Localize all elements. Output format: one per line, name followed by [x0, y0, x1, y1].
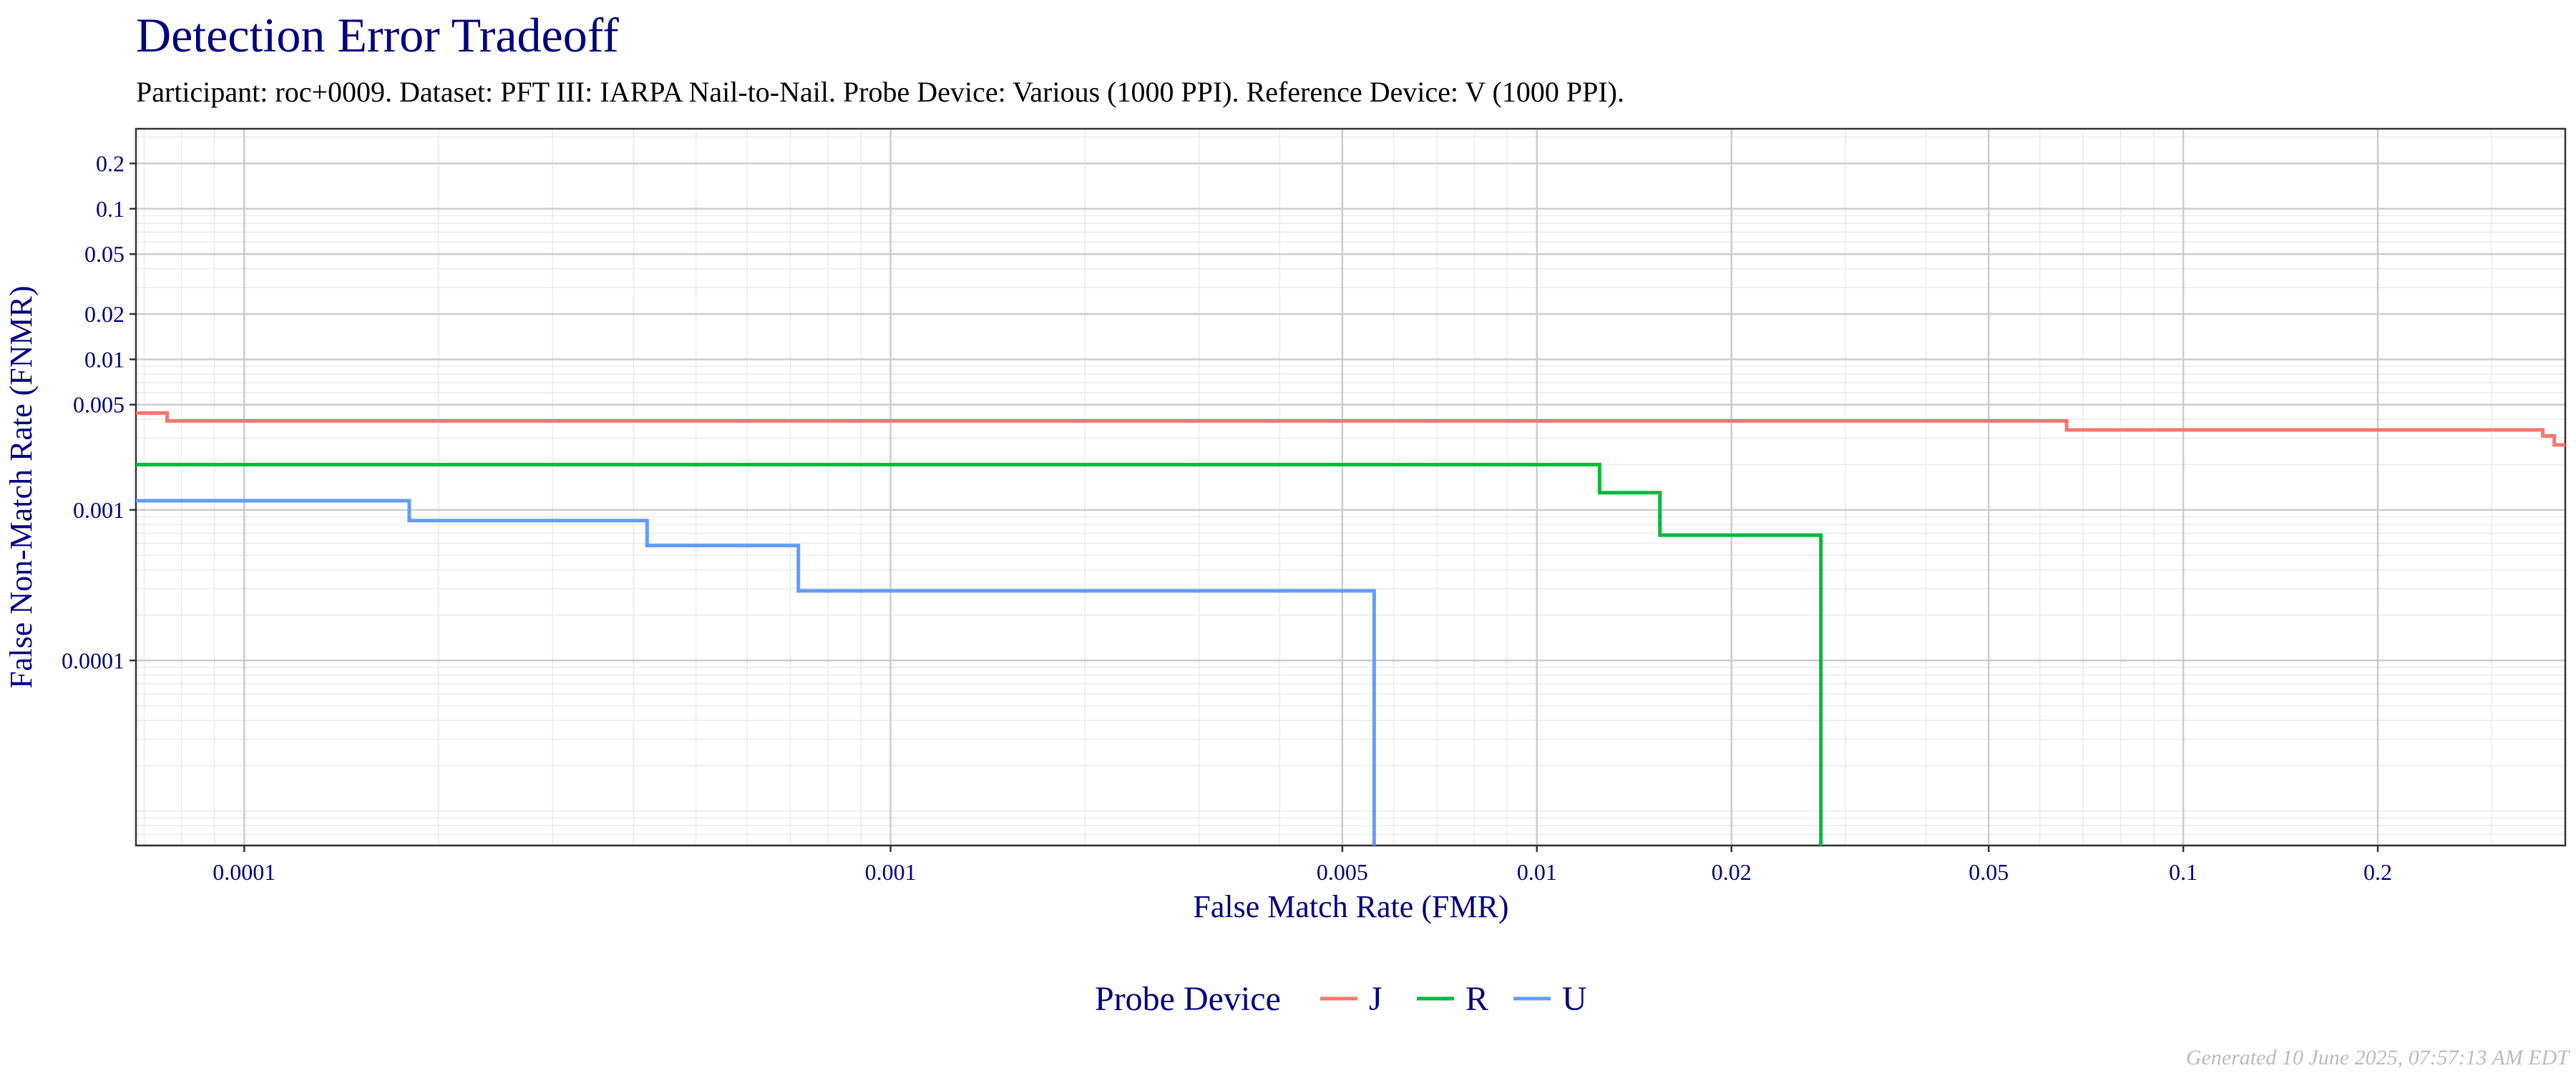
y-tick-label: 0.001 — [73, 497, 125, 523]
chart-subtitle: Participant: roc+0009. Dataset: PFT III:… — [136, 76, 1624, 108]
x-tick-label: 0.2 — [2363, 859, 2392, 885]
plot-panel-border — [135, 127, 2567, 847]
y-tick-label: 0.005 — [73, 392, 125, 418]
generated-timestamp: Generated 10 June 2025, 07:57:13 AM EDT — [2186, 1046, 2570, 1069]
x-tick-label: 0.001 — [865, 859, 917, 885]
y-tick-label: 0.2 — [96, 151, 125, 177]
y-tick-label: 0.01 — [84, 346, 125, 372]
legend-label-j: J — [1369, 980, 1382, 1018]
grid — [136, 129, 2565, 846]
series-line-j — [136, 411, 2565, 447]
y-axis-ticks: 0.0001 0.001 0.005 0.01 0.02 0.05 0.1 0.2 — [62, 151, 136, 673]
series-lines — [136, 411, 2565, 846]
x-tick-label: 0.1 — [2169, 859, 2197, 885]
legend: Probe Device J R U — [1095, 980, 1587, 1018]
legend-label-r: R — [1465, 980, 1488, 1018]
x-axis-ticks: 0.0001 0.001 0.005 0.01 0.02 0.05 0.1 0.2 — [213, 846, 2392, 885]
legend-label-u: U — [1562, 980, 1587, 1018]
x-tick-label: 0.01 — [1517, 859, 1557, 885]
x-tick-label: 0.05 — [1968, 859, 2009, 885]
x-axis-label: False Match Rate (FMR) — [1193, 889, 1508, 924]
series-line-u — [136, 499, 1376, 846]
y-tick-label: 0.1 — [96, 196, 125, 222]
chart-title: Detection Error Tradeoff — [136, 8, 619, 62]
x-tick-label: 0.02 — [1712, 859, 1752, 885]
series-line-r — [136, 463, 1823, 846]
x-tick-label: 0.005 — [1317, 859, 1368, 885]
legend-title: Probe Device — [1095, 980, 1281, 1018]
y-tick-label: 0.02 — [84, 301, 125, 327]
x-tick-label: 0.0001 — [213, 859, 275, 885]
y-axis-label: False Non-Match Rate (FNMR) — [4, 285, 39, 688]
y-tick-label: 0.05 — [84, 241, 125, 267]
y-tick-label: 0.0001 — [62, 647, 125, 673]
